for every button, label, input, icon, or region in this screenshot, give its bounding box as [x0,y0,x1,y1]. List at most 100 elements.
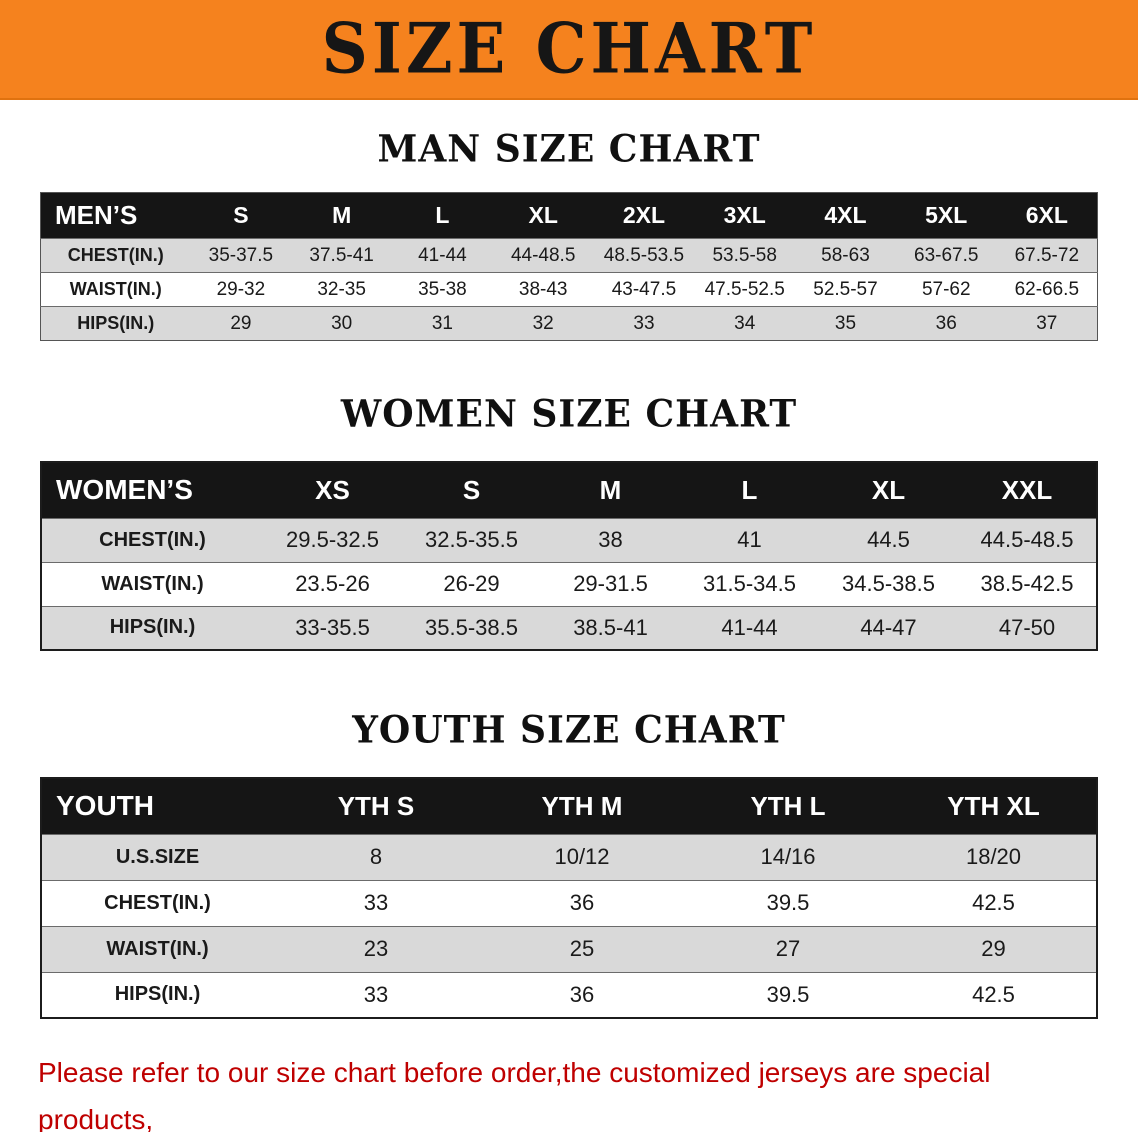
banner: SIZE CHART [0,0,1138,100]
size-value-cell: 36 [895,306,997,341]
size-value-cell: 35-38 [392,272,493,307]
measurement-label: CHEST(IN.) [41,517,263,562]
measurement-label: CHEST(IN.) [40,238,191,273]
size-value-cell: 47-50 [958,605,1097,650]
size-value-cell: 37 [996,306,1098,341]
size-column-header: YTH S [273,778,479,834]
measurement-label: U.S.SIZE [41,833,273,880]
size-column-header: XS [263,462,402,518]
size-column-header: S [402,462,541,518]
disclaimer-text: Please refer to our size chart before or… [38,1049,1108,1132]
table-header-row: YOUTH YTH S YTH M YTH L YTH XL [41,778,1097,834]
size-value-cell: 42.5 [891,879,1097,926]
size-value-cell: 48.5-53.5 [593,238,695,273]
size-column-header: 5XL [895,192,997,239]
youth-size-chart-heading: YOUTH SIZE CHART [352,707,786,753]
size-value-cell: 58-63 [795,238,896,273]
women-size-table: WOMEN’S XS S M L XL XXL CHEST(IN.) 29.5-32.5 32.5… [40,461,1098,651]
size-value-cell: 31.5-34.5 [680,561,819,606]
table-row: HIPS(IN.) 29 30 31 32 33 34 35 36 37 [40,306,1098,341]
size-value-cell: 27 [685,925,891,972]
table-title-cell: WOMEN’S [41,462,263,518]
size-value-cell: 44-47 [819,605,958,650]
men-size-table: MEN’S S M L XL 2XL 3XL 4XL 5XL 6XL CHEST(IN.) 35-37… [40,192,1098,341]
size-value-cell: 47.5-52.5 [694,272,796,307]
size-value-cell: 34.5-38.5 [819,561,958,606]
size-column-header: 4XL [795,192,896,239]
table-row: WAIST(IN.) 29-32 32-35 35-38 38-43 43-47.5 47.… [40,272,1098,307]
size-value-cell: 63-67.5 [895,238,997,273]
size-value-cell: 29 [190,306,292,341]
size-value-cell: 36 [479,879,685,926]
table-title-cell: YOUTH [41,778,273,834]
women-size-chart-heading: WOMEN SIZE CHART [340,391,798,437]
table-row: WAIST(IN.) 23 25 27 29 [41,925,1097,972]
size-value-cell: 25 [479,925,685,972]
size-value-cell: 33 [593,306,695,341]
measurement-label: HIPS(IN.) [41,605,263,650]
size-value-cell: 52.5-57 [795,272,896,307]
size-value-cell: 10/12 [479,833,685,880]
size-value-cell: 35 [795,306,896,341]
size-value-cell: 35-37.5 [190,238,292,273]
size-column-header: L [680,462,819,518]
size-value-cell: 29.5-32.5 [263,517,402,562]
size-value-cell: 35.5-38.5 [402,605,541,650]
size-value-cell: 31 [392,306,493,341]
size-value-cell: 38.5-41 [541,605,680,650]
youth-size-table: YOUTH YTH S YTH M YTH L YTH XL U.S.SIZE 8 10/12… [40,777,1098,1019]
men-size-chart-heading: MAN SIZE CHART [377,126,761,172]
size-value-cell: 29 [891,925,1097,972]
size-value-cell: 67.5-72 [996,238,1098,273]
table-row: WAIST(IN.) 23.5-26 26-29 29-31.5 31.5-34.5 34… [41,561,1097,606]
size-value-cell: 18/20 [891,833,1097,880]
size-value-cell: 41-44 [392,238,493,273]
size-value-cell: 38-43 [492,272,594,307]
size-value-cell: 44.5-48.5 [958,517,1097,562]
size-value-cell: 29-32 [190,272,292,307]
size-value-cell: 26-29 [402,561,541,606]
size-value-cell: 37.5-41 [291,238,393,273]
size-column-header: 2XL [593,192,695,239]
measurement-label: WAIST(IN.) [41,925,273,972]
size-value-cell: 39.5 [685,971,891,1018]
table-header-row: WOMEN’S XS S M L XL XXL [41,462,1097,518]
size-column-header: YTH M [479,778,685,834]
size-value-cell: 30 [291,306,393,341]
measurement-label: HIPS(IN.) [40,306,191,341]
size-value-cell: 38.5-42.5 [958,561,1097,606]
size-column-header: YTH L [685,778,891,834]
measurement-label: WAIST(IN.) [41,561,263,606]
size-value-cell: 62-66.5 [996,272,1098,307]
size-value-cell: 8 [273,833,479,880]
size-value-cell: 44-48.5 [492,238,594,273]
size-column-header: M [291,192,393,239]
size-value-cell: 53.5-58 [694,238,796,273]
size-value-cell: 23.5-26 [263,561,402,606]
size-column-header: XL [819,462,958,518]
size-column-header: S [190,192,292,239]
table-row: HIPS(IN.) 33 36 39.5 42.5 [41,971,1097,1018]
size-value-cell: 36 [479,971,685,1018]
size-value-cell: 32 [492,306,594,341]
size-value-cell: 38 [541,517,680,562]
size-column-header: XL [492,192,594,239]
size-column-header: YTH XL [891,778,1097,834]
page-title: SIZE CHART [321,8,817,90]
size-value-cell: 33-35.5 [263,605,402,650]
size-value-cell: 32-35 [291,272,393,307]
size-value-cell: 33 [273,971,479,1018]
size-value-cell: 44.5 [819,517,958,562]
size-value-cell: 41-44 [680,605,819,650]
size-column-header: 6XL [996,192,1098,239]
size-value-cell: 14/16 [685,833,891,880]
table-row: CHEST(IN.) 35-37.5 37.5-41 41-44 44-48.5 48.5… [40,238,1098,273]
size-column-header: 3XL [694,192,796,239]
disclaimer-line-1: Please refer to our size chart before or… [38,1057,991,1132]
table-title-cell: MEN’S [40,192,191,239]
table-header-row: MEN’S S M L XL 2XL 3XL 4XL 5XL 6XL [40,192,1098,239]
size-value-cell: 41 [680,517,819,562]
size-value-cell: 23 [273,925,479,972]
table-row: U.S.SIZE 8 10/12 14/16 18/20 [41,833,1097,880]
